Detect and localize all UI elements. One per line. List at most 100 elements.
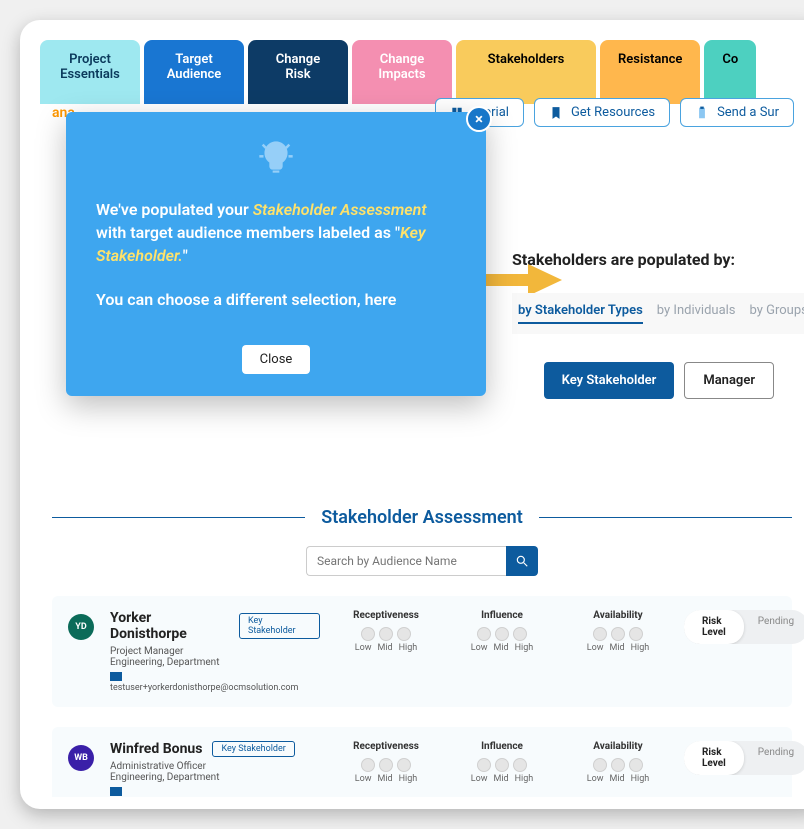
radio-option[interactable] [477,758,491,772]
search-wrap [32,546,804,576]
radio-option[interactable] [397,758,411,772]
search-icon [515,554,529,568]
metric-receptiveness: ReceptivenessLowMidHigh [336,741,436,784]
lightbulb-icon [96,138,456,182]
scale-label: Mid [494,643,509,653]
avatar: YD [68,614,94,640]
app-inner: ProjectEssentialsTargetAudienceChangeRis… [32,32,804,797]
risk-column: Risk LevelPending [684,741,804,775]
populated-option[interactable]: by Groups [750,303,804,324]
metric-receptiveness: ReceptivenessLowMidHigh [336,610,436,653]
risk-level-label: Risk Level [684,610,744,644]
resources-button[interactable]: Get Resources [534,98,670,127]
tab-project-essentials[interactable]: ProjectEssentials [40,40,140,104]
metric-influence: InfluenceLowMidHigh [452,741,552,784]
metric-availability: Availability Low Mid High [568,610,668,653]
person-tag: Key Stakeholder [239,613,320,639]
populated-title: Stakeholders are populated by: [512,250,804,269]
metric-label: Availability [568,741,668,752]
app-frame: ProjectEssentialsTargetAudienceChangeRis… [20,20,804,809]
radio-option[interactable] [629,627,643,641]
stakeholder-card: YD Yorker Donisthorpe Key Stakeholder Proje… [52,596,792,707]
close-icon[interactable]: × [466,106,492,132]
radio-option[interactable] [593,627,607,641]
modal-text-2: You can choose a different selection, he… [96,288,456,311]
email-icon [110,787,122,796]
radio-option[interactable] [593,758,607,772]
info-modal: × We've populated your Stakeholder Asses… [66,112,486,396]
radio-option[interactable] [379,627,393,641]
resources-label: Get Resources [571,105,655,120]
modal-text-1: We've populated your Stakeholder Assessm… [96,198,456,268]
scale-label: High [631,643,650,653]
metric-label: Influence [452,610,552,621]
scale-label: Mid [494,774,509,784]
scale-label: Low [355,643,372,653]
radio-option[interactable] [477,627,491,641]
person-name: Yorker Donisthorpe [110,610,229,642]
radio-option[interactable] [629,758,643,772]
risk-status: Pending [744,610,804,644]
email-icon [110,672,122,681]
tab-co[interactable]: Co [704,40,756,104]
person-role: Administrative Officer [110,761,320,772]
section-title: Stakeholder Assessment [321,507,523,528]
populated-options: by Stakeholder Types by Individuals by Gro… [512,293,804,334]
tab-resistance[interactable]: Resistance [600,40,700,104]
scale-label: Mid [378,774,393,784]
populated-section: Stakeholders are populated by: by Stakeh… [512,250,804,334]
person-info: Yorker Donisthorpe Key Stakeholder Project… [110,610,320,693]
section-header: Stakeholder Assessment [32,507,804,528]
stakeholder-list: YD Yorker Donisthorpe Key Stakeholder Proje… [32,596,804,797]
scale-label: Low [471,643,488,653]
tab-target-audience[interactable]: TargetAudience [144,40,244,104]
search-button[interactable] [506,546,538,576]
survey-button[interactable]: Send a Sur [680,98,794,127]
type-buttons: Key Stakeholder Manager [544,362,774,399]
manager-chip[interactable]: Manager [684,362,774,399]
scale-label: Mid [610,643,625,653]
radio-option[interactable] [611,758,625,772]
radio-option[interactable] [495,758,509,772]
radio-option[interactable] [495,627,509,641]
search-input[interactable] [306,546,506,576]
person-tag: Key Stakeholder [212,741,294,757]
divider-right [539,517,792,518]
tab-change-risk[interactable]: ChangeRisk [248,40,348,104]
radio-option[interactable] [397,627,411,641]
search-box [306,546,538,576]
scale-label: High [631,774,650,784]
metric-label: Receptiveness [336,610,436,621]
tab-stakeholders[interactable]: Stakeholders [456,40,596,104]
scale-label: Low [587,774,604,784]
risk-pill[interactable]: Risk LevelPending [684,741,804,775]
populated-option[interactable]: by Individuals [657,303,736,324]
scale-label: High [399,774,418,784]
radio-option[interactable] [513,758,527,772]
divider-left [52,517,305,518]
person-dept: Engineering, Department [110,772,320,783]
radio-option[interactable] [361,627,375,641]
person-dept: Engineering, Department [110,657,320,668]
radio-option[interactable] [611,627,625,641]
close-button[interactable]: Close [242,345,311,374]
scale-label: Low [355,774,372,784]
tab-change-impacts[interactable]: ChangeImpacts [352,40,452,104]
bookmark-icon [549,106,563,120]
radio-option[interactable] [361,758,375,772]
metric-availability: AvailabilityLowMidHigh [568,741,668,784]
metric-label: Availability [568,610,668,621]
risk-pill[interactable]: Risk LevelPending [684,610,804,644]
scale-label: Low [587,643,604,653]
populated-option[interactable]: by Stakeholder Types [518,303,643,324]
radio-option[interactable] [513,627,527,641]
radio-option[interactable] [379,758,393,772]
clipboard-icon [695,106,709,120]
person-role: Project Manager [110,646,320,657]
risk-level-label: Risk Level [684,741,744,775]
key-stakeholder-chip[interactable]: Key Stakeholder [544,362,675,399]
scale-label: Low [471,774,488,784]
avatar: WB [68,745,94,771]
scale-label: High [515,774,534,784]
risk-status: Pending [744,741,804,775]
